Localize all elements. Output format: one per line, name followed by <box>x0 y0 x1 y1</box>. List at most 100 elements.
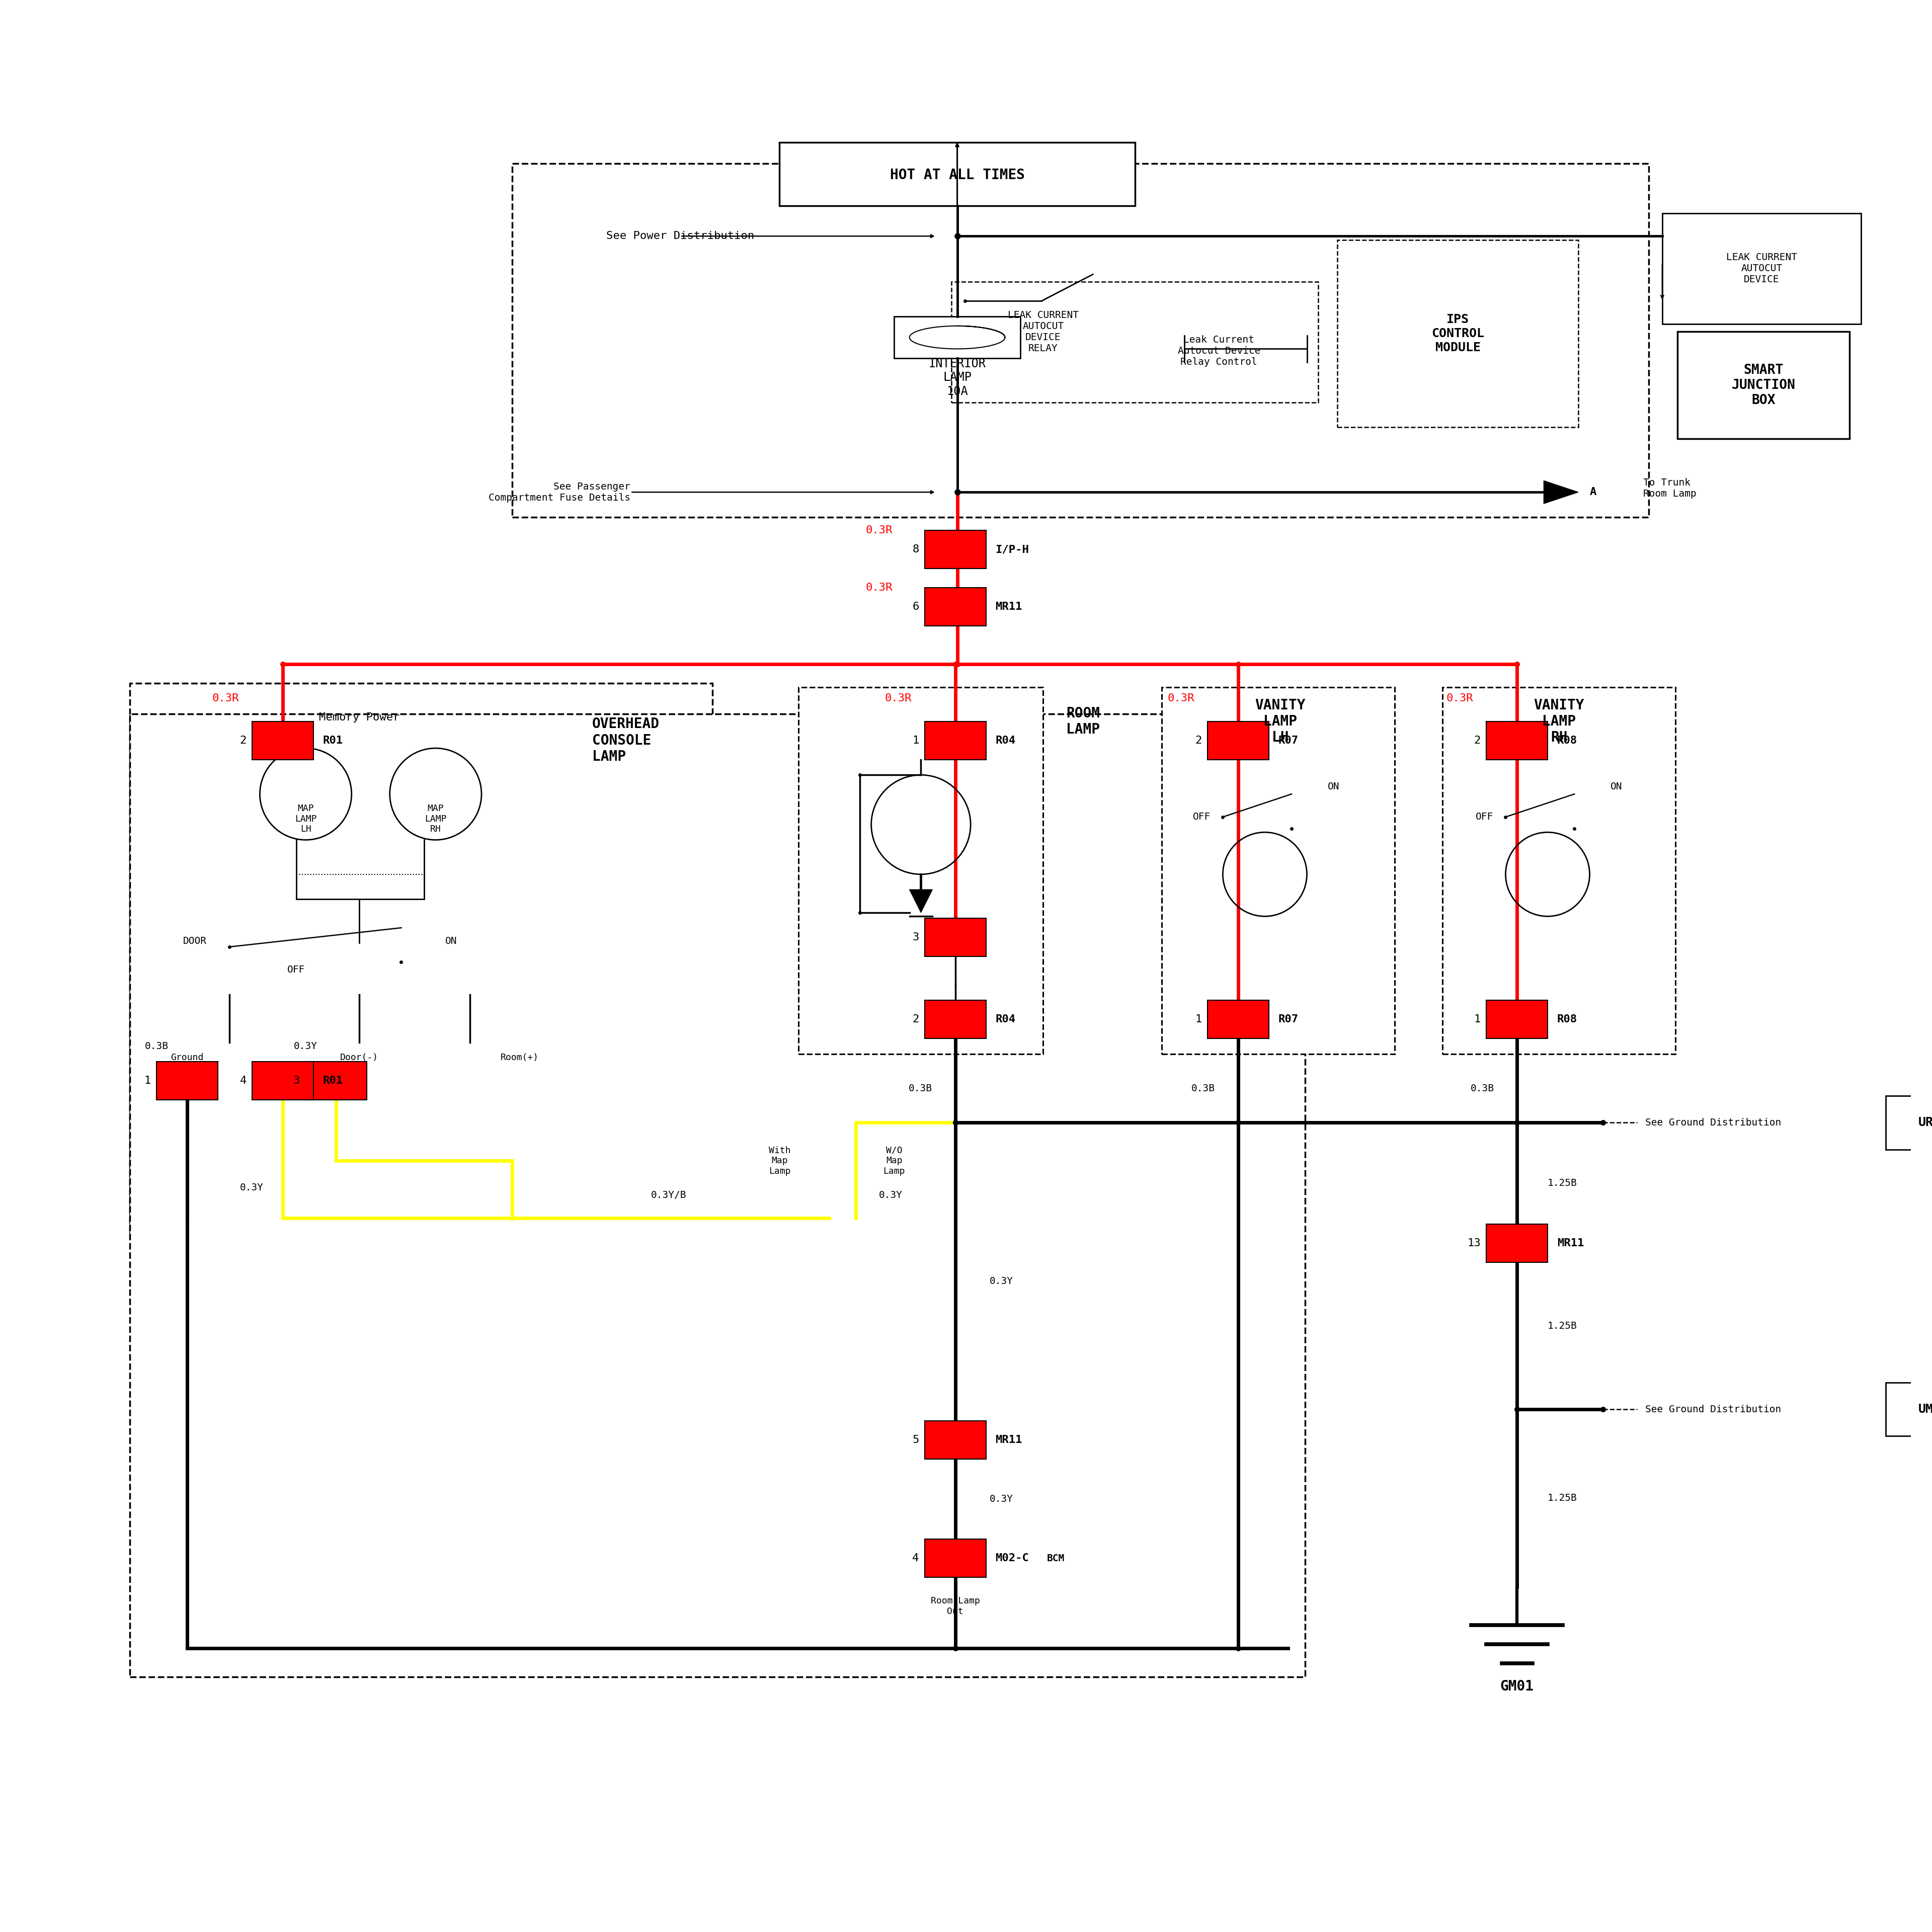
Text: W/O
Map
Lamp: W/O Map Lamp <box>883 1146 904 1177</box>
Text: 0.3B: 0.3B <box>145 1041 168 1051</box>
Bar <box>779 143 1134 205</box>
Text: R07: R07 <box>1279 736 1298 746</box>
Text: 0.3Y: 0.3Y <box>294 1041 317 1051</box>
Bar <box>1486 1225 1548 1262</box>
Text: ROOM
LAMP: ROOM LAMP <box>1066 707 1099 736</box>
Bar <box>1486 721 1548 759</box>
Text: 3: 3 <box>294 1076 299 1086</box>
Text: 5: 5 <box>912 1435 920 1445</box>
Bar <box>253 721 313 759</box>
Bar <box>129 713 1304 1677</box>
Text: 2: 2 <box>912 1014 920 1024</box>
Text: UME: UME <box>1918 1403 1932 1416</box>
Text: 1: 1 <box>145 1076 151 1086</box>
Text: 0.3Y: 0.3Y <box>989 1277 1014 1287</box>
Text: 2: 2 <box>240 736 247 746</box>
Text: 6: 6 <box>912 601 920 612</box>
Text: 0.3R: 0.3R <box>866 583 893 593</box>
Text: OFF: OFF <box>1192 811 1211 821</box>
Bar <box>925 918 985 956</box>
Text: 0.3B: 0.3B <box>908 1084 933 1094</box>
Bar <box>1486 1001 1548 1039</box>
Text: 1: 1 <box>1196 1014 1202 1024</box>
Text: R07: R07 <box>1279 1014 1298 1024</box>
Text: R04: R04 <box>995 1014 1016 1024</box>
Text: Ground: Ground <box>170 1053 203 1063</box>
Text: 1: 1 <box>1474 1014 1480 1024</box>
Bar <box>1161 688 1395 1053</box>
Bar <box>798 688 1043 1053</box>
Text: R01: R01 <box>323 736 344 746</box>
Text: 0.3B: 0.3B <box>1192 1084 1215 1094</box>
Text: 1.25B: 1.25B <box>1548 1493 1577 1503</box>
Text: OFF: OFF <box>1476 811 1493 821</box>
Text: 0.3Y/B: 0.3Y/B <box>651 1190 686 1200</box>
Text: See Passenger
Compartment Fuse Details: See Passenger Compartment Fuse Details <box>489 481 630 502</box>
Text: MR11: MR11 <box>995 601 1022 612</box>
Bar <box>1886 1095 1932 1150</box>
Text: HOT AT ALL TIMES: HOT AT ALL TIMES <box>891 168 1024 182</box>
Bar <box>156 1061 218 1099</box>
Text: 1: 1 <box>912 736 920 746</box>
Bar <box>1677 332 1849 439</box>
Text: 4: 4 <box>912 1553 920 1563</box>
Bar <box>1662 213 1861 325</box>
Text: ON: ON <box>1327 782 1339 792</box>
Text: Leak Current
Autocut Device
Relay Control: Leak Current Autocut Device Relay Contro… <box>1179 334 1260 367</box>
Text: 1.25B: 1.25B <box>1548 1321 1577 1331</box>
Text: Room(+): Room(+) <box>500 1053 539 1063</box>
Text: 2: 2 <box>1474 736 1480 746</box>
Text: M02-C: M02-C <box>995 1553 1030 1563</box>
Bar <box>925 721 985 759</box>
Text: R04: R04 <box>995 736 1016 746</box>
Text: 0.3R: 0.3R <box>1167 694 1194 703</box>
Text: MAP
LAMP
RH: MAP LAMP RH <box>425 804 446 835</box>
Bar <box>253 1061 313 1099</box>
Text: URA: URA <box>1918 1117 1932 1128</box>
Text: To Trunk
Room Lamp: To Trunk Room Lamp <box>1642 477 1696 498</box>
Bar <box>512 164 1648 518</box>
Bar <box>1208 1001 1269 1039</box>
Text: VANITY
LAMP
LH: VANITY LAMP LH <box>1256 697 1306 744</box>
Bar <box>158 889 531 995</box>
Text: VANITY
LAMP
RH: VANITY LAMP RH <box>1534 697 1584 744</box>
Text: BCM: BCM <box>1047 1553 1065 1563</box>
Text: Memory Power: Memory Power <box>319 713 400 723</box>
Text: MR11: MR11 <box>1557 1238 1584 1248</box>
Text: 0.3Y: 0.3Y <box>879 1190 902 1200</box>
Text: GM01: GM01 <box>1499 1679 1534 1692</box>
Bar <box>1443 688 1675 1053</box>
Bar <box>129 684 713 1233</box>
Text: Door(-): Door(-) <box>340 1053 379 1063</box>
Text: DOOR: DOOR <box>184 937 207 947</box>
Bar <box>1886 1383 1932 1435</box>
Bar <box>925 587 985 626</box>
Text: IPS
CONTROL
MODULE: IPS CONTROL MODULE <box>1432 313 1484 354</box>
Text: OFF: OFF <box>288 966 305 974</box>
Text: See Ground Distribution: See Ground Distribution <box>1644 1119 1781 1128</box>
Text: 0.3R: 0.3R <box>213 694 240 703</box>
Bar <box>1337 240 1578 427</box>
Text: SMART
JUNCTION
BOX: SMART JUNCTION BOX <box>1731 363 1795 408</box>
Bar <box>925 1420 985 1459</box>
Text: MR11: MR11 <box>995 1435 1022 1445</box>
Text: 13: 13 <box>1466 1238 1480 1248</box>
Text: 3: 3 <box>912 933 920 943</box>
Bar <box>951 282 1318 402</box>
Text: MAP
LAMP
LH: MAP LAMP LH <box>296 804 317 835</box>
Text: 1.25B: 1.25B <box>1548 1179 1577 1188</box>
Bar <box>925 1540 985 1577</box>
Text: 2: 2 <box>1196 736 1202 746</box>
Text: R01: R01 <box>323 1076 344 1086</box>
Text: INTERIOR
LAMP
10A: INTERIOR LAMP 10A <box>929 357 985 398</box>
Text: 0.3R: 0.3R <box>885 694 912 703</box>
Bar <box>305 1061 367 1099</box>
Text: 8: 8 <box>912 545 920 554</box>
Text: A: A <box>1590 487 1596 497</box>
Text: R08: R08 <box>1557 1014 1577 1024</box>
Bar <box>895 317 1020 359</box>
Text: 4: 4 <box>240 1076 247 1086</box>
Text: 0.3Y: 0.3Y <box>240 1182 263 1192</box>
Text: See Power Distribution: See Power Distribution <box>607 232 753 242</box>
Text: 0.3R: 0.3R <box>1447 694 1474 703</box>
